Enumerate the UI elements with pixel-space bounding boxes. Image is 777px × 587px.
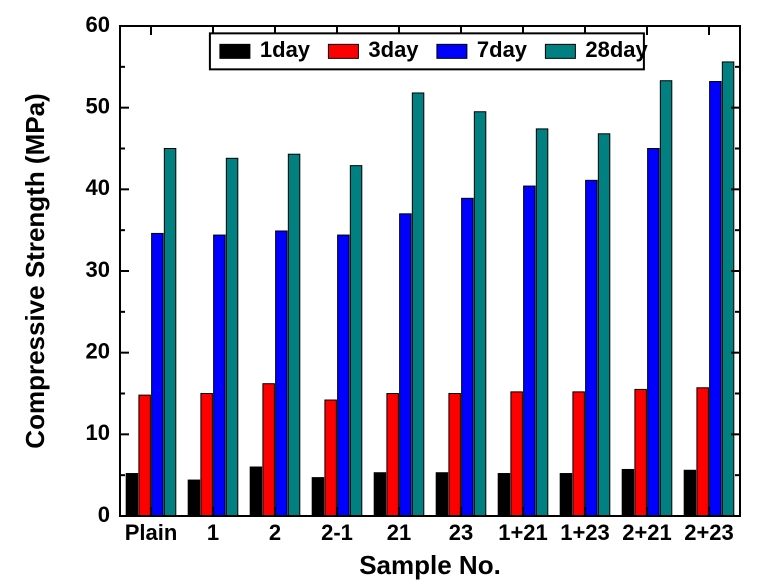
y-axis-label: Compressive Strength (MPa) xyxy=(20,93,50,448)
x-tick-label: 1+21 xyxy=(498,520,548,545)
x-tick-label: 21 xyxy=(387,520,411,545)
legend-label: 28day xyxy=(585,37,648,62)
bar xyxy=(400,214,411,516)
bar xyxy=(635,389,646,516)
bar xyxy=(139,395,150,516)
bar xyxy=(263,384,274,516)
x-tick-label: 1+23 xyxy=(560,520,610,545)
bar xyxy=(462,198,473,516)
y-tick-label: 60 xyxy=(86,12,110,37)
legend-swatch xyxy=(437,44,467,58)
bar xyxy=(586,180,597,516)
y-tick-label: 50 xyxy=(86,93,110,118)
bar xyxy=(697,388,708,516)
bar xyxy=(684,470,695,516)
bar xyxy=(276,231,287,516)
legend-label: 7day xyxy=(477,37,528,62)
bar xyxy=(226,158,237,516)
chart-container: 0 10 20 30 40 50 60 Plain 1 2 2-1 21 23 1+21 1+23 2+21 2… xyxy=(0,0,777,587)
bar xyxy=(498,474,509,516)
legend-label: 3day xyxy=(368,37,419,62)
bar xyxy=(374,473,385,516)
bar xyxy=(164,149,175,517)
bar xyxy=(536,129,547,516)
x-tick-label: 2 xyxy=(269,520,281,545)
legend-swatch xyxy=(328,44,358,58)
bar xyxy=(288,154,299,516)
legend-swatch xyxy=(220,44,250,58)
bar xyxy=(325,400,336,516)
bar xyxy=(387,394,398,517)
bar xyxy=(152,233,163,516)
bar xyxy=(412,93,423,516)
x-axis-label: Sample No. xyxy=(359,550,501,580)
bar xyxy=(188,480,199,516)
bar xyxy=(250,467,261,516)
x-tick-label: 2-1 xyxy=(321,520,353,545)
y-tick-label: 20 xyxy=(86,338,110,363)
y-tick-label: 30 xyxy=(86,257,110,282)
y-tick-label: 10 xyxy=(86,420,110,445)
bar xyxy=(573,392,584,516)
x-tick-label: 2+23 xyxy=(684,520,734,545)
x-tick-label: 1 xyxy=(207,520,219,545)
bar xyxy=(350,166,361,516)
bar xyxy=(560,474,571,516)
y-tick-label: 40 xyxy=(86,175,110,200)
bar xyxy=(436,473,447,516)
bar xyxy=(474,112,485,516)
bar xyxy=(449,394,460,517)
bar xyxy=(722,62,733,516)
bar xyxy=(622,469,633,516)
y-tick-label: 0 xyxy=(98,502,110,527)
bar-chart: 0 10 20 30 40 50 60 Plain 1 2 2-1 21 23 1+21 1+23 2+21 2… xyxy=(0,0,777,587)
bar xyxy=(511,392,522,516)
bar xyxy=(524,186,535,516)
legend-label: 1day xyxy=(260,37,311,62)
x-tick-label: 2+21 xyxy=(622,520,672,545)
bar xyxy=(312,478,323,516)
legend-swatch xyxy=(545,44,575,58)
bar xyxy=(201,394,212,517)
bar xyxy=(598,134,609,516)
x-tick-label: 23 xyxy=(449,520,473,545)
bar xyxy=(710,82,721,516)
bar xyxy=(660,81,671,516)
x-tick-label: Plain xyxy=(125,520,178,545)
bar xyxy=(648,149,659,517)
bar xyxy=(126,474,137,516)
bar xyxy=(214,235,225,516)
bar xyxy=(338,235,349,516)
